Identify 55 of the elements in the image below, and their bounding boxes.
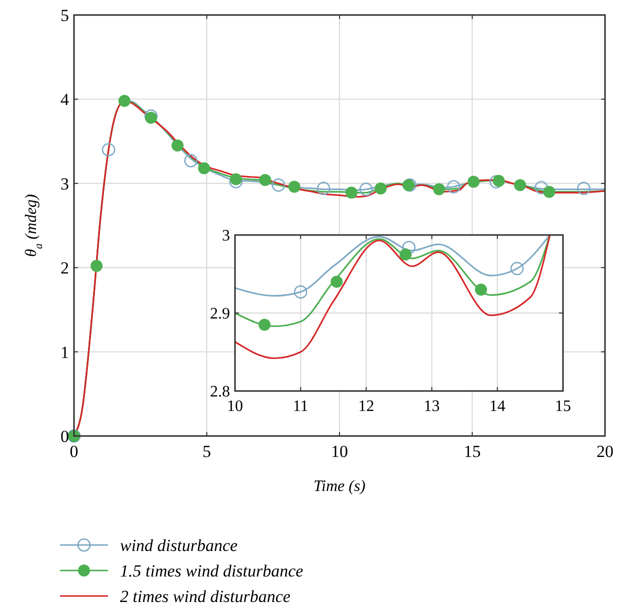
x-tick-label: 11 (292, 398, 308, 415)
point (198, 162, 210, 174)
legend-label: 1.5 times wind disturbance (120, 561, 304, 580)
point (172, 140, 184, 152)
y-tick-label: 2 (60, 258, 69, 278)
point (492, 174, 505, 187)
point (489, 175, 503, 188)
point (316, 182, 330, 196)
x-tick-label: 15 (555, 398, 571, 415)
x-tick-label: 14 (489, 398, 506, 415)
line-series (234, 234, 551, 360)
x-axis-title: Time (s) (314, 478, 366, 495)
point (184, 154, 198, 168)
point (577, 182, 590, 196)
point (468, 176, 480, 188)
point (374, 182, 387, 194)
point (475, 284, 487, 296)
point (514, 179, 526, 192)
y-tick-label: 1 (60, 342, 69, 362)
point (118, 94, 130, 107)
point (400, 248, 412, 260)
y-tick-label: 2.8 (210, 384, 230, 401)
point (272, 178, 286, 192)
point (534, 180, 548, 194)
y-tick-label: 3 (222, 228, 230, 245)
y-tick-label: 0 (60, 426, 69, 446)
point (144, 112, 157, 124)
x-tick-label: 13 (424, 398, 440, 415)
line-series (234, 234, 551, 328)
point (510, 262, 524, 276)
x-tick-label: 20 (596, 442, 614, 461)
y-tick-label: 3 (60, 174, 69, 194)
point (447, 180, 460, 194)
point (294, 285, 308, 299)
point (230, 173, 242, 186)
point (402, 240, 416, 254)
y-tick-label: 2.9 (210, 306, 230, 323)
point (259, 174, 272, 186)
legend-label: wind disturbance (120, 536, 238, 555)
x-tick-label: 15 (464, 442, 481, 461)
point (345, 186, 358, 199)
point (258, 318, 271, 331)
x-tick-label: 10 (227, 398, 243, 415)
legend-label: 2 times wind disturbance (120, 586, 291, 606)
point (102, 143, 116, 156)
y-tick-label: 5 (60, 6, 69, 25)
point (330, 276, 343, 288)
point (433, 183, 446, 196)
x-tick-label: 10 (331, 442, 348, 461)
point (543, 186, 556, 198)
point (90, 260, 103, 272)
x-tick-label: 12 (358, 398, 374, 415)
point (288, 180, 300, 193)
y-tick-label: 4 (60, 90, 70, 110)
point (359, 182, 373, 196)
